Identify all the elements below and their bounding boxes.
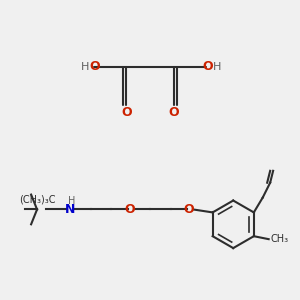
Text: N: N (64, 203, 75, 216)
Text: H: H (68, 196, 75, 206)
Text: O: O (169, 106, 179, 119)
Text: (CH₃)₃C: (CH₃)₃C (19, 195, 55, 205)
Text: O: O (202, 60, 213, 73)
Text: CH₃: CH₃ (270, 234, 288, 244)
Text: O: O (183, 203, 194, 216)
Text: H: H (80, 62, 89, 72)
Text: O: O (90, 60, 100, 73)
Text: O: O (121, 106, 131, 119)
Text: H: H (213, 62, 221, 72)
Text: O: O (124, 203, 134, 216)
